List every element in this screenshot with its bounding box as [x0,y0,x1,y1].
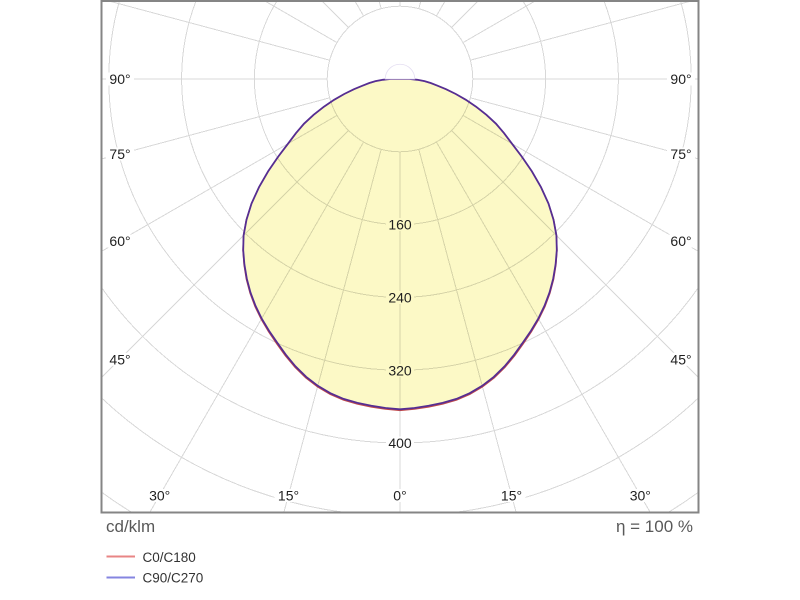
svg-text:C90/C270: C90/C270 [143,571,204,586]
svg-text:90°: 90° [109,71,130,87]
svg-text:240: 240 [388,290,412,306]
svg-text:0°: 0° [393,488,406,504]
svg-text:cd/klm: cd/klm [106,517,155,536]
svg-text:15°: 15° [501,488,522,504]
svg-text:15°: 15° [278,488,299,504]
svg-text:30°: 30° [149,488,170,504]
svg-text:C0/C180: C0/C180 [143,550,196,565]
svg-text:320: 320 [388,362,412,378]
svg-text:45°: 45° [109,351,130,367]
svg-text:60°: 60° [109,233,130,249]
svg-text:160: 160 [388,217,412,233]
svg-text:η = 100 %: η = 100 % [616,517,693,536]
svg-text:400: 400 [388,435,412,451]
svg-text:75°: 75° [670,146,691,162]
svg-text:90°: 90° [670,71,691,87]
svg-text:75°: 75° [109,146,130,162]
svg-text:60°: 60° [670,233,691,249]
svg-text:30°: 30° [630,488,651,504]
svg-text:45°: 45° [670,351,691,367]
